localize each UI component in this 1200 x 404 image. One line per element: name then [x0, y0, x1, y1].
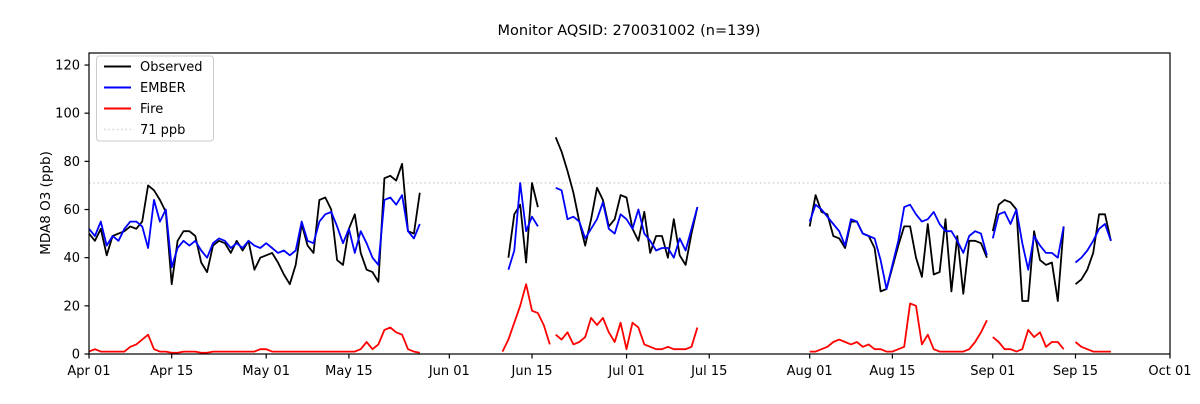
x-tick-label: Oct 01 — [1148, 364, 1191, 379]
ticks-layer: 0 20 40 60 80 100 120 Apr 01 Apr 15 May 01 May 15 J… — [55, 59, 1191, 379]
y-tick-label: 100 — [55, 107, 80, 122]
y-tick-label: 0 — [72, 348, 80, 363]
y-tick-label: 120 — [55, 59, 80, 74]
series-line-ember — [88, 194, 421, 269]
series-line-fire — [1074, 341, 1111, 353]
x-tick-label: Jul 15 — [690, 364, 727, 379]
series-line-ember — [808, 203, 988, 290]
series-line-observed — [507, 182, 539, 264]
series-line-observed — [1074, 213, 1112, 285]
series-line-ember — [991, 208, 1065, 271]
y-tick-label: 60 — [63, 203, 80, 218]
series-line-fire — [501, 283, 551, 352]
series-line-observed — [991, 198, 1065, 302]
plot-background — [89, 53, 1170, 354]
series-line-observed — [808, 194, 988, 295]
x-tick-label: Sep 15 — [1053, 364, 1098, 379]
legend-label-observed: Observed — [140, 60, 203, 75]
series-line-fire — [992, 328, 1065, 353]
legend-label-fire: Fire — [140, 102, 163, 117]
legend-label-threshold: 71 ppb — [140, 123, 185, 138]
y-axis-label: MDA8 O3 (ppb) — [38, 151, 54, 255]
x-tick-label: May 15 — [325, 364, 373, 379]
x-tick-label: Apr 15 — [150, 364, 193, 379]
y-tick-label: 40 — [63, 251, 80, 266]
x-tick-label: Apr 01 — [67, 364, 110, 379]
series-line-ember — [555, 186, 699, 259]
x-tick-label: Jul 01 — [607, 364, 644, 379]
series-line-fire — [809, 302, 988, 353]
x-tick-label: Aug 01 — [787, 364, 833, 379]
x-tick-label: Aug 15 — [869, 364, 915, 379]
legend: Observed EMBER Fire 71 ppb — [96, 55, 214, 142]
x-tick-label: Jun 15 — [511, 364, 553, 379]
legend-box — [96, 55, 214, 142]
series-line-ember — [507, 182, 539, 270]
x-tick-label: Jun 01 — [428, 364, 470, 379]
plot-border — [88, 52, 1171, 355]
series-line-fire — [555, 316, 699, 351]
chart-title: Monitor AQSID: 270031002 (n=139) — [498, 23, 761, 39]
x-tick-label: May 01 — [242, 364, 290, 379]
series-layer — [88, 136, 1112, 354]
y-tick-label: 80 — [63, 155, 80, 170]
series-line-fire — [88, 326, 420, 354]
legend-label-ember: EMBER — [140, 81, 186, 96]
series-line-ember — [1074, 223, 1112, 264]
y-tick-label: 20 — [63, 299, 80, 314]
series-line-observed — [88, 162, 421, 286]
x-tick-label: Sep 01 — [970, 364, 1015, 379]
legend-swatches — [104, 65, 131, 131]
